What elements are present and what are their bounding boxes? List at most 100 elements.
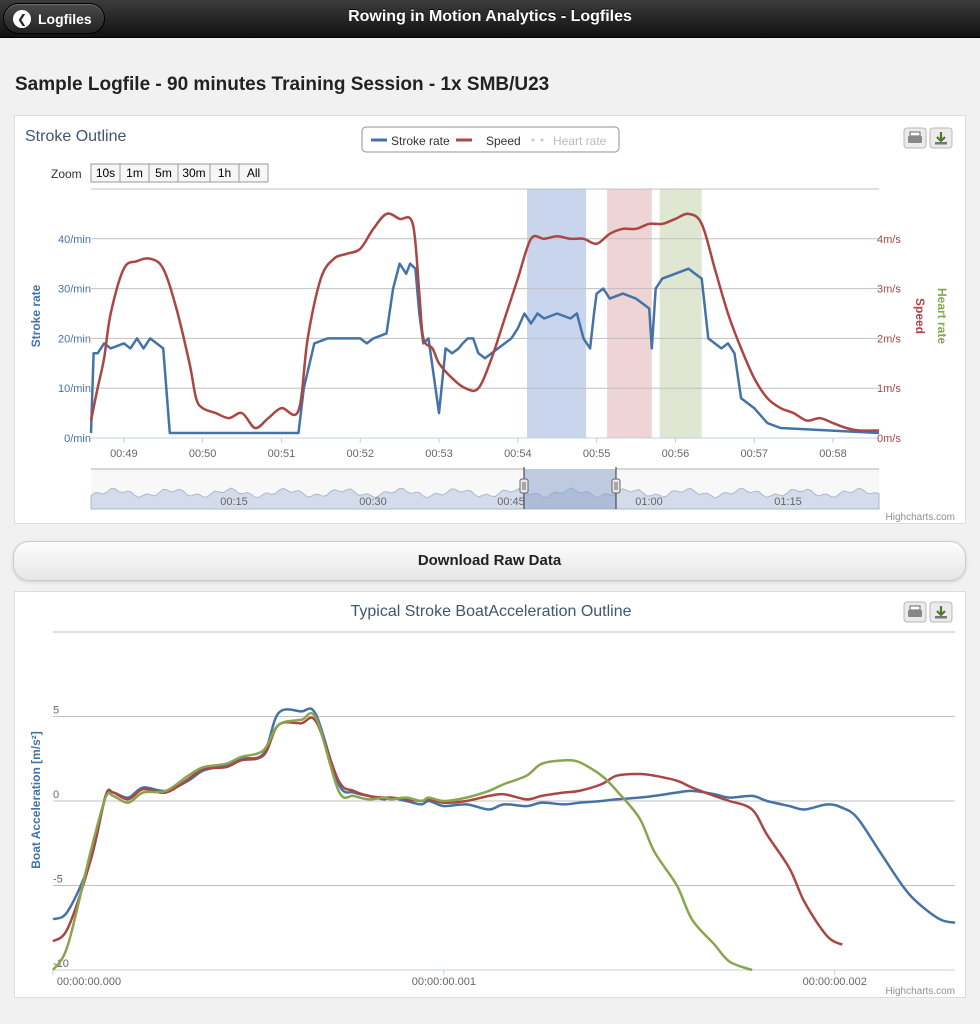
x-tick-label: 00:54 — [504, 448, 532, 460]
legend-swatch-dot — [531, 138, 535, 142]
download-raw-data-button[interactable]: Download Raw Data — [13, 541, 966, 581]
y-right-axis-title: Speed — [913, 298, 927, 334]
page-title: Sample Logfile - 90 minutes Training Ses… — [15, 74, 550, 95]
legend-item-speed[interactable]: Speed — [456, 134, 521, 148]
y-right-tick: 4m/s — [877, 234, 901, 246]
legend: Stroke rate Speed Heart rate — [361, 126, 620, 153]
download-icon — [935, 132, 947, 145]
legend-label: Speed — [486, 134, 521, 148]
legend-label: Stroke rate — [391, 134, 450, 148]
y-tick-label: 5 — [53, 705, 59, 717]
zoom-button-frame — [238, 163, 269, 183]
navigator-selection[interactable] — [524, 469, 616, 509]
series-speed — [89, 212, 880, 432]
download-icon-arrow — [936, 606, 946, 617]
navigator-tick-label: 00:30 — [359, 496, 387, 508]
print-button[interactable] — [903, 601, 927, 623]
acceleration-series-3 — [51, 712, 753, 972]
navigator-handle-right[interactable] — [611, 478, 621, 494]
navigator-tick-label: 00:15 — [220, 496, 248, 508]
handle-grip-lines — [614, 482, 618, 490]
download-icon-base — [935, 142, 947, 145]
x-tick-label: 00:00:00.001 — [412, 976, 476, 988]
x-tick-label: 00:53 — [425, 448, 453, 460]
y-axis-title: Boat Acceleration [m/s²] — [29, 731, 43, 869]
printer-icon-body — [908, 136, 922, 143]
top-bar: ❮ Logfiles Rowing in Motion Analytics - … — [0, 0, 980, 38]
navigator[interactable]: 00:15 00:30 00:45 01:00 01:15 — [90, 467, 880, 510]
x-tick-label: 00:50 — [189, 448, 217, 460]
zoom-button-label: 1h — [218, 166, 231, 180]
back-button-label: Logfiles — [38, 10, 92, 27]
x-tick-label: 00:56 — [662, 448, 690, 460]
y-left-tick: 40/min — [58, 234, 91, 246]
download-icon-base — [935, 616, 947, 619]
x-tick-label: 00:49 — [110, 448, 138, 460]
back-button[interactable]: ❮ Logfiles — [3, 3, 105, 34]
legend-box — [361, 126, 620, 153]
x-tick-label: 00:58 — [819, 448, 847, 460]
navigator-tick-label: 01:00 — [635, 496, 663, 508]
y-left-axis-title: Stroke rate — [29, 284, 43, 347]
navigator-handle-left[interactable] — [519, 478, 529, 494]
y-right-tick: 1m/s — [877, 383, 901, 395]
zoom-button-label: All — [247, 166, 260, 180]
navigator-tick-label: 01:15 — [774, 496, 802, 508]
zoom-button-5m[interactable]: 5m — [148, 163, 179, 183]
download-icon-arrow — [936, 132, 946, 143]
zoom-button-1m[interactable]: 1m — [119, 163, 150, 183]
zoom-button-label: 30m — [182, 166, 205, 180]
y-right2-axis-title: Heart rate — [935, 288, 949, 344]
zoom-button-label: 1m — [126, 166, 143, 180]
export-button[interactable] — [929, 601, 953, 623]
y-tick-label: 0 — [53, 789, 59, 801]
x-tick-label: 00:00:00.000 — [57, 976, 121, 988]
series-stroke-rate — [89, 262, 880, 435]
y-right-tick: 0m/s — [877, 433, 901, 445]
navigator-series — [90, 487, 880, 510]
plot-band-3 — [659, 189, 702, 438]
handle-grip-icon — [519, 478, 529, 494]
export-button[interactable] — [929, 127, 953, 149]
stroke-outline-chart: Stroke Outline Stroke rate Speed Heart rate… — [25, 126, 955, 523]
zoom-button-label: 5m — [155, 166, 172, 180]
printer-icon-paper — [909, 605, 921, 611]
printer-icon — [908, 131, 922, 143]
y-right-tick: 2m/s — [877, 333, 901, 345]
legend-label: Heart rate — [553, 134, 607, 148]
zoom-button-All[interactable]: All — [238, 163, 269, 183]
print-button[interactable] — [903, 127, 927, 149]
chart-title: Stroke Outline — [25, 128, 126, 145]
download-icon — [935, 606, 947, 619]
y-left-tick: 10/min — [58, 383, 91, 395]
y-left-tick: 20/min — [58, 333, 91, 345]
zoom-button-30m[interactable]: 30m — [177, 163, 211, 183]
acceleration-series-2 — [52, 716, 843, 946]
app-title: Rowing in Motion Analytics - Logfiles — [348, 8, 632, 25]
acceleration-series-1 — [52, 707, 956, 924]
y-left-tick: 0/min — [64, 433, 91, 445]
y-tick-label: -5 — [53, 874, 63, 886]
x-tick-label: 00:57 — [740, 448, 768, 460]
boat-acceleration-chart: Typical Stroke BoatAcceleration Outline 5… — [29, 601, 956, 997]
x-tick-label: 00:52 — [346, 448, 374, 460]
x-tick-label: 00:51 — [268, 448, 296, 460]
handle-grip-lines — [522, 482, 526, 490]
stroke-outline-panel: Stroke Outline Stroke rate Speed Heart rate… — [14, 115, 966, 524]
chevron-left-icon: ❮ — [13, 9, 31, 28]
x-tick-label: 00:55 — [583, 448, 611, 460]
y-left-tick: 30/min — [58, 284, 91, 296]
x-tick-label: 00:00:00.002 — [803, 976, 867, 988]
printer-icon-body — [908, 610, 922, 617]
handle-grip-icon — [611, 478, 621, 494]
legend-item-heart-rate[interactable]: Heart rate — [531, 134, 607, 148]
boat-acceleration-panel: Typical Stroke BoatAcceleration Outline 5… — [14, 591, 966, 998]
legend-swatch-dot — [540, 138, 544, 142]
navigator-tick-label: 00:45 — [497, 496, 525, 508]
y-right-tick: 3m/s — [877, 284, 901, 296]
printer-icon-paper — [909, 131, 921, 137]
zoom-button-1h[interactable]: 1h — [209, 163, 240, 183]
highcharts-credit: Highcharts.com — [886, 986, 955, 997]
zoom-button-10s[interactable]: 10s — [90, 163, 121, 183]
legend-item-stroke-rate[interactable]: Stroke rate — [371, 134, 450, 148]
